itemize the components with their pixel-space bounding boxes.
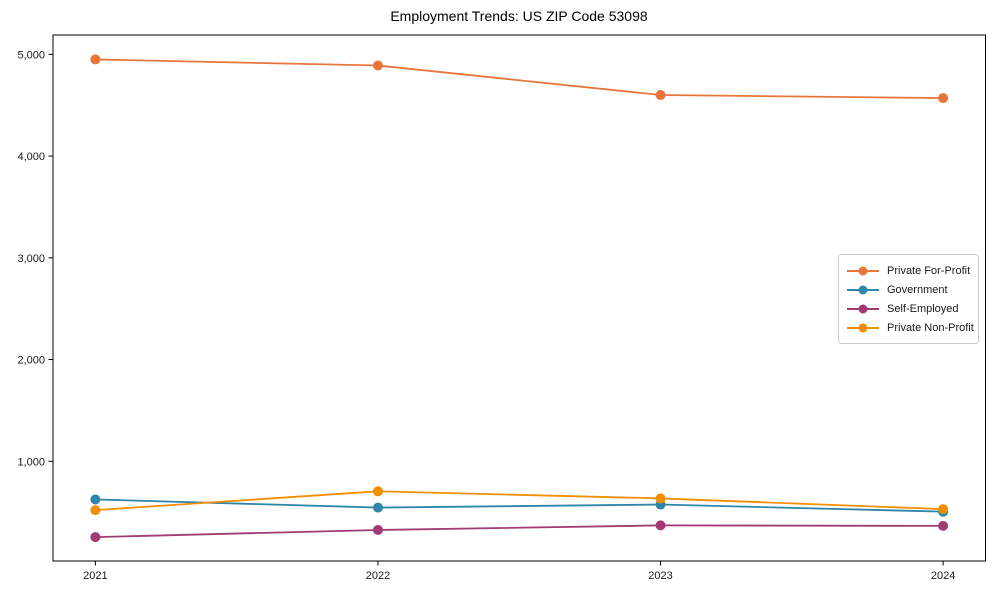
- legend-label: Self-Employed: [887, 302, 959, 315]
- series-line-self-employed: [95, 524, 944, 538]
- legend-marker-icon: [847, 285, 879, 294]
- legend-marker-icon: [847, 323, 879, 332]
- data-point-government: [372, 502, 383, 513]
- chart-title: Employment Trends: US ZIP Code 53098: [390, 8, 648, 24]
- legend-item-government: Government: [846, 280, 970, 299]
- legend-label: Private For-Profit: [887, 264, 971, 277]
- data-point-private-for-profit: [90, 54, 101, 65]
- data-point-private-non-profit: [655, 493, 666, 504]
- data-point-self-employed: [90, 532, 101, 543]
- y-tick-label: 4,000: [17, 151, 45, 163]
- data-point-private-non-profit: [90, 505, 101, 516]
- y-tick-label: 5,000: [17, 49, 45, 61]
- series-line-government: [95, 498, 944, 513]
- legend-item-private-non-profit: Private Non-Profit: [846, 318, 974, 337]
- legend-label: Private Non-Profit: [887, 321, 974, 334]
- legend-item-private-for-profit: Private For-Profit: [846, 261, 970, 280]
- x-tick-label: 2022: [366, 570, 390, 582]
- legend: Private For-Profit Government Self-Employe…: [838, 254, 979, 344]
- data-point-government: [90, 494, 101, 505]
- data-point-private-for-profit: [938, 93, 949, 104]
- legend-marker-icon: [847, 304, 879, 313]
- series-line-private-non-profit: [95, 490, 944, 512]
- x-tick-label: 2021: [83, 570, 107, 582]
- data-point-self-employed: [938, 520, 949, 531]
- x-tick-label: 2023: [648, 570, 672, 582]
- data-point-private-for-profit: [655, 90, 666, 101]
- data-point-private-non-profit: [372, 486, 383, 497]
- legend-marker-icon: [847, 266, 879, 275]
- legend-item-self-employed: Self-Employed: [846, 299, 970, 318]
- data-point-private-for-profit: [372, 60, 383, 71]
- data-point-private-non-profit: [938, 504, 949, 515]
- y-tick-label: 3,000: [17, 253, 45, 265]
- y-tick-label: 2,000: [17, 355, 45, 367]
- legend-label: Government: [887, 283, 948, 296]
- plot-frame: [52, 34, 986, 562]
- data-point-self-employed: [372, 524, 383, 535]
- x-tick-label: 2024: [931, 570, 955, 582]
- y-tick-label: 1,000: [17, 456, 45, 468]
- series-line-private-for-profit: [95, 58, 944, 99]
- data-point-self-employed: [655, 520, 666, 531]
